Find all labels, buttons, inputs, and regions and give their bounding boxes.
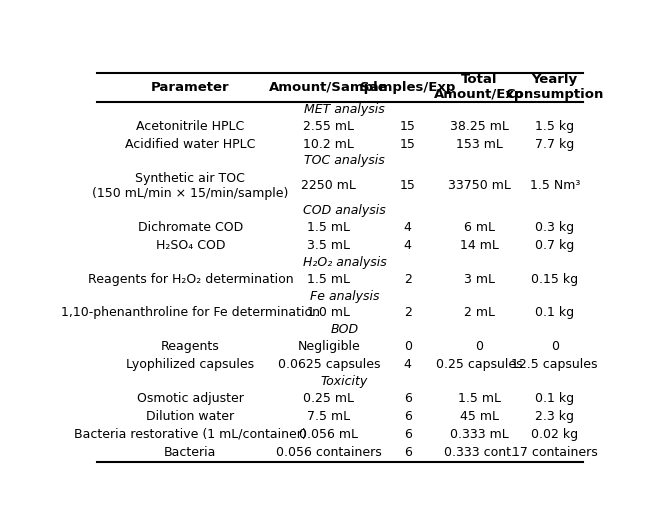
Text: 0.1 kg: 0.1 kg [535,392,574,405]
Text: 2 mL: 2 mL [464,306,495,319]
Text: 4: 4 [404,239,411,252]
Text: 38.25 mL: 38.25 mL [450,119,509,132]
Text: BOD: BOD [330,323,358,336]
Text: 14 mL: 14 mL [460,239,499,252]
Text: 0.333 cont.: 0.333 cont. [444,446,515,459]
Text: H₂SO₄ COD: H₂SO₄ COD [155,239,225,252]
Text: 15: 15 [400,138,416,151]
Text: 1.5 Nm³: 1.5 Nm³ [530,179,580,192]
Text: 0.25 capsules: 0.25 capsules [436,358,522,371]
Text: 2.55 mL: 2.55 mL [303,119,355,132]
Text: 1.5 mL: 1.5 mL [308,273,350,286]
Text: 15: 15 [400,179,416,192]
Text: 12.5 capsules: 12.5 capsules [511,358,598,371]
Text: 6: 6 [404,428,411,441]
Text: 2250 mL: 2250 mL [301,179,357,192]
Text: 1.5 kg: 1.5 kg [535,119,574,132]
Text: Fe analysis: Fe analysis [310,290,379,303]
Text: 0.02 kg: 0.02 kg [531,428,579,441]
Text: 1.0 mL: 1.0 mL [308,306,350,319]
Text: 153 mL: 153 mL [456,138,503,151]
Text: Amount/Sample: Amount/Sample [270,81,388,94]
Text: Dichromate COD: Dichromate COD [138,221,243,234]
Text: 6: 6 [404,446,411,459]
Text: Osmotic adjuster: Osmotic adjuster [137,392,244,405]
Text: 0: 0 [475,340,483,353]
Text: MET analysis: MET analysis [304,103,385,116]
Text: Bacteria: Bacteria [164,446,217,459]
Text: Acetonitrile HPLC: Acetonitrile HPLC [136,119,244,132]
Text: 0.056 containers: 0.056 containers [276,446,381,459]
Text: 0.3 kg: 0.3 kg [535,221,574,234]
Text: Samples/Exp: Samples/Exp [360,81,455,94]
Text: 45 mL: 45 mL [460,410,499,423]
Text: 3.5 mL: 3.5 mL [308,239,350,252]
Text: 15: 15 [400,119,416,132]
Text: 0.0625 capsules: 0.0625 capsules [278,358,380,371]
Text: 3 mL: 3 mL [464,273,495,286]
Text: 0.7 kg: 0.7 kg [535,239,575,252]
Text: 10.2 mL: 10.2 mL [304,138,354,151]
Text: 0.056 mL: 0.056 mL [299,428,358,441]
Text: 1,10-phenanthroline for Fe determination: 1,10-phenanthroline for Fe determination [61,306,320,319]
Text: Parameter: Parameter [151,81,230,94]
Text: 4: 4 [404,358,411,371]
Text: 33750 mL: 33750 mL [448,179,511,192]
Text: 1.5 mL: 1.5 mL [308,221,350,234]
Text: 6: 6 [404,392,411,405]
Text: Dilution water: Dilution water [146,410,234,423]
Text: COD analysis: COD analysis [303,204,386,217]
Text: Reagents: Reagents [161,340,219,353]
Text: 0.25 mL: 0.25 mL [303,392,355,405]
Text: 0.333 mL: 0.333 mL [450,428,509,441]
Text: TOC analysis: TOC analysis [304,155,385,167]
Text: Lyophilized capsules: Lyophilized capsules [126,358,255,371]
Text: Toxicity: Toxicity [321,375,368,388]
Text: 17 containers: 17 containers [512,446,597,459]
Text: Total
Amount/Exp: Total Amount/Exp [434,73,524,101]
Text: 7.7 kg: 7.7 kg [535,138,575,151]
Text: 6 mL: 6 mL [464,221,495,234]
Text: 1.5 mL: 1.5 mL [458,392,501,405]
Text: 2: 2 [404,273,411,286]
Text: 0: 0 [404,340,412,353]
Text: 2: 2 [404,306,411,319]
Text: 4: 4 [404,221,411,234]
Text: Yearly
Consumption: Yearly Consumption [505,73,604,101]
Text: 2.3 kg: 2.3 kg [535,410,574,423]
Text: 0.1 kg: 0.1 kg [535,306,574,319]
Text: H₂O₂ analysis: H₂O₂ analysis [303,256,387,269]
Text: 7.5 mL: 7.5 mL [307,410,351,423]
Text: 0.15 kg: 0.15 kg [531,273,579,286]
Text: Acidified water HPLC: Acidified water HPLC [125,138,255,151]
Text: Negligible: Negligible [297,340,360,353]
Text: 0: 0 [550,340,559,353]
Text: 6: 6 [404,410,411,423]
Text: Bacteria restorative (1 mL/container): Bacteria restorative (1 mL/container) [74,428,307,441]
Text: Reagents for H₂O₂ determination: Reagents for H₂O₂ determination [88,273,293,286]
Text: Synthetic air TOC
(150 mL/min × 15/min/sample): Synthetic air TOC (150 mL/min × 15/min/s… [92,172,289,200]
